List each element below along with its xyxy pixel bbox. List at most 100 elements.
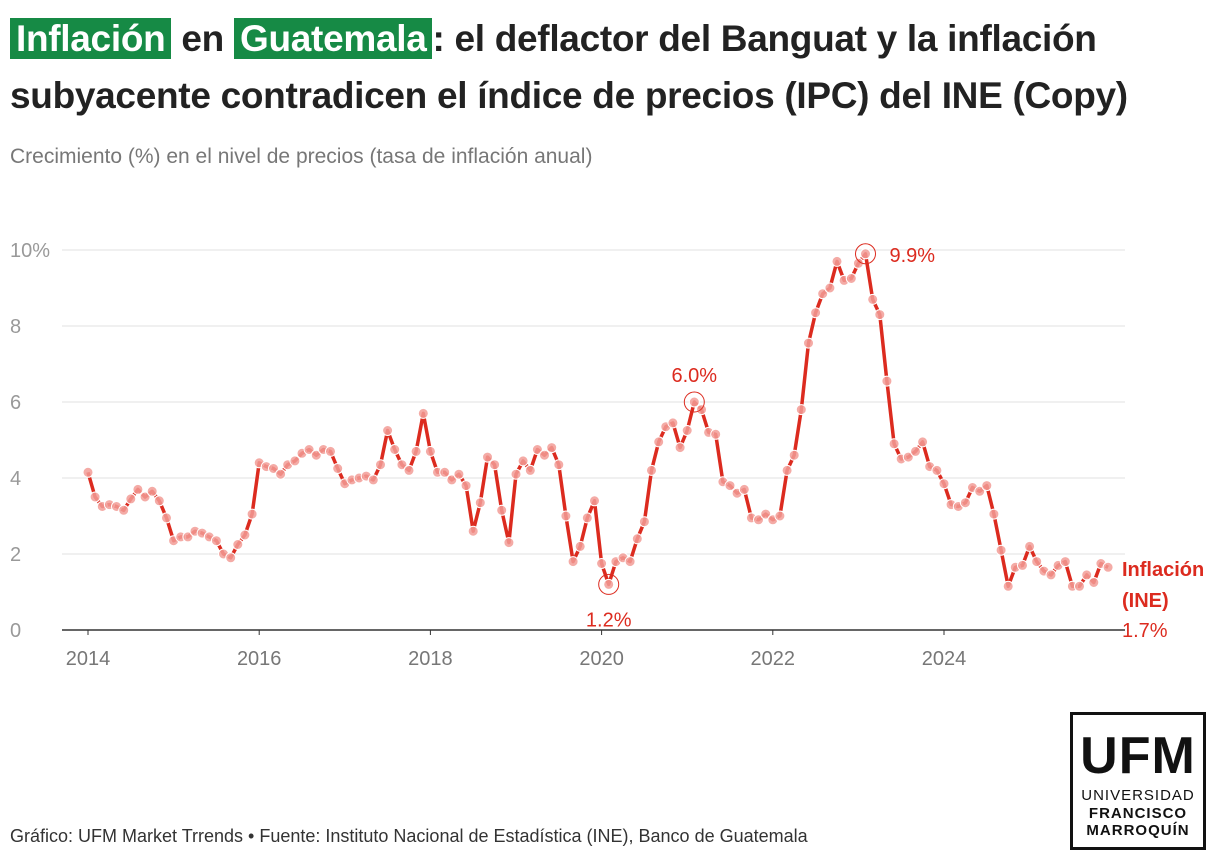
- data-point-20: [225, 552, 237, 564]
- data-point-53: [460, 480, 472, 492]
- data-point-5: [118, 504, 130, 516]
- data-point-125: [974, 485, 986, 497]
- logo-universidad: UNIVERSIDAD: [1081, 787, 1195, 804]
- annotation-label-2: 9.9%: [890, 245, 936, 267]
- data-point-126: [981, 480, 993, 492]
- logo-ufm: UFM: [1080, 727, 1196, 785]
- title-highlight-guatemala: Guatemala: [233, 18, 433, 59]
- data-point-21: [232, 539, 244, 550]
- data-points: [82, 248, 1114, 592]
- data-point-95: [760, 508, 772, 520]
- data-point-44: [396, 459, 408, 471]
- title-highlight-inflacion: Inflación: [10, 18, 172, 59]
- data-point-50: [439, 466, 451, 478]
- data-point-46: [410, 445, 422, 457]
- data-point-105: [831, 255, 843, 267]
- data-point-97: [774, 510, 786, 522]
- data-point-132: [1024, 540, 1036, 552]
- data-point-43: [389, 444, 401, 455]
- data-point-47: [417, 407, 429, 419]
- series-label-line1: Inflación: [1122, 559, 1204, 581]
- data-point-51: [446, 474, 458, 486]
- y-tick-label-8: 8: [10, 316, 21, 338]
- data-point-70: [581, 512, 593, 524]
- data-point-101: [803, 337, 814, 349]
- data-point-40: [367, 474, 379, 486]
- data-point-6: [125, 493, 137, 505]
- data-point-35: [332, 463, 344, 474]
- data-point-127: [988, 508, 1000, 520]
- data-point-45: [403, 464, 415, 476]
- data-point-111: [874, 309, 886, 321]
- data-point-67: [560, 510, 572, 522]
- data-point-113: [888, 438, 900, 450]
- data-point-42: [382, 425, 394, 436]
- data-point-77: [631, 533, 643, 545]
- data-point-34: [325, 445, 336, 457]
- data-point-41: [375, 459, 386, 471]
- data-point-1: [89, 491, 101, 503]
- data-point-69: [574, 540, 586, 552]
- data-point-99: [788, 449, 800, 461]
- data-point-98: [781, 464, 793, 476]
- data-point-120: [938, 478, 950, 490]
- logo-francisco: FRANCISCO: [1088, 805, 1188, 822]
- chart-subtitle: Crecimiento (%) en el nivel de precios (…: [10, 145, 593, 168]
- data-point-11: [161, 512, 172, 524]
- data-point-110: [867, 293, 879, 305]
- data-point-128: [995, 544, 1007, 556]
- data-point-9: [146, 485, 158, 497]
- title-word-en: en: [181, 18, 224, 59]
- data-point-32: [310, 449, 322, 461]
- data-point-82: [667, 417, 679, 429]
- data-point-100: [795, 404, 807, 416]
- y-tick-label-4: 4: [10, 468, 21, 490]
- data-point-56: [482, 451, 493, 463]
- chart-footer-source: Gráfico: UFM Market Trrends • Fuente: In…: [10, 826, 808, 846]
- x-tick-label-2018: 2018: [408, 648, 453, 670]
- data-point-0: [82, 466, 94, 478]
- data-point-7: [132, 483, 144, 495]
- data-point-29: [289, 455, 301, 467]
- data-point-94: [753, 514, 764, 526]
- data-point-107: [845, 273, 857, 284]
- data-point-10: [153, 495, 165, 507]
- data-point-131: [1017, 559, 1028, 571]
- data-point-64: [539, 449, 550, 461]
- y-tick-label-6: 6: [10, 392, 21, 414]
- data-point-65: [546, 442, 558, 454]
- data-point-54: [467, 525, 479, 537]
- series-end-value-label: 1.7%: [1122, 620, 1168, 642]
- data-point-76: [624, 556, 636, 568]
- title-rest: : el deflactor del Banguat y la inflació…: [10, 18, 1128, 116]
- data-point-129: [1002, 580, 1014, 592]
- data-point-14: [182, 531, 194, 543]
- data-point-115: [902, 451, 914, 463]
- chart-title: Inflación en Guatemala: el deflactor del…: [10, 10, 1210, 124]
- x-tick-label-2024: 2024: [922, 648, 967, 670]
- data-point-55: [474, 497, 486, 509]
- data-point-71: [589, 495, 600, 507]
- data-point-62: [524, 464, 536, 476]
- annotation-ring-1: [683, 391, 705, 413]
- data-point-117: [917, 436, 929, 448]
- annotation-ring-0: [598, 573, 620, 595]
- data-point-84: [681, 425, 693, 436]
- annotation-ring-2: [855, 243, 876, 265]
- data-point-23: [246, 508, 258, 520]
- data-point-78: [638, 516, 650, 528]
- data-point-31: [303, 444, 315, 455]
- data-point-102: [810, 307, 822, 319]
- data-point-61: [517, 455, 529, 467]
- data-point-73: [603, 578, 615, 590]
- series-label-line2: (INE): [1122, 590, 1169, 612]
- data-point-22: [239, 529, 251, 541]
- data-point-58: [496, 504, 508, 516]
- data-point-63: [531, 444, 543, 455]
- data-point-80: [653, 436, 665, 448]
- inflation-line-chart: 0 2 4 6 8 10% 2014 2016 2018 2020 2022 2024 1.2% 6.…: [10, 240, 1204, 670]
- x-tick-label-2022: 2022: [751, 648, 796, 670]
- data-point-119: [931, 464, 943, 476]
- data-point-143: [1102, 561, 1114, 573]
- y-tick-label-0: 0: [10, 620, 21, 642]
